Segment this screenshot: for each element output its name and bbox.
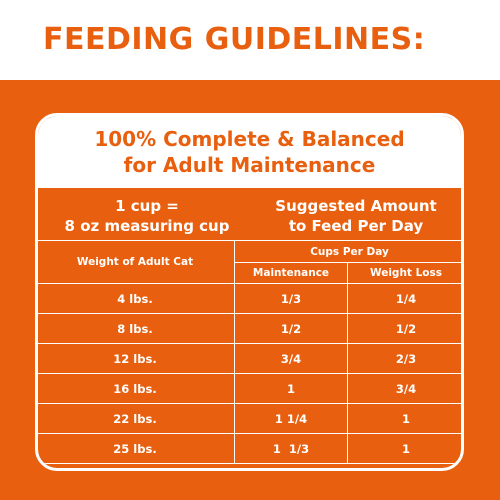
cup-measure-line1: 1 cup = — [115, 197, 179, 215]
feeding-table: Weight of Adult Cat Cups Per Day Mainten… — [38, 240, 461, 464]
weight-column-header: Weight of Adult Cat — [38, 240, 235, 284]
maintenance-cell: 1 — [234, 373, 348, 404]
maintenance-cell: 1/3 — [234, 283, 348, 314]
table-row: 4 lbs. 1/3 1/4 — [38, 283, 461, 314]
heading-band: FEEDING GUIDELINES: — [0, 0, 500, 80]
maintenance-cell: 1/2 — [234, 313, 348, 344]
weight-cell: 25 lbs. — [38, 433, 235, 464]
weight-loss-cell: 2/3 — [346, 343, 461, 374]
table-row: 25 lbs. 1 1/3 1 — [38, 433, 461, 464]
weight-loss-column-header: Weight Loss — [346, 262, 461, 284]
weight-cell: 12 lbs. — [38, 343, 235, 374]
suggested-amount-line1: Suggested Amount — [275, 197, 437, 215]
weight-loss-cell: 1/2 — [346, 313, 461, 344]
card-title-line2: for Adult Maintenance — [123, 153, 376, 177]
maintenance-cell: 1 1/3 — [234, 433, 348, 464]
weight-cell: 4 lbs. — [38, 283, 235, 314]
table-header-row: Weight of Adult Cat Cups Per Day — [38, 240, 461, 284]
table-row: 22 lbs. 1 1/4 1 — [38, 403, 461, 434]
table-row: 12 lbs. 3/4 2/3 — [38, 343, 461, 374]
card-header: 100% Complete & Balanced for Adult Maint… — [38, 116, 461, 188]
feeding-card: 100% Complete & Balanced for Adult Maint… — [35, 113, 464, 471]
table-row: 8 lbs. 1/2 1/2 — [38, 313, 461, 344]
maintenance-cell: 3/4 — [234, 343, 348, 374]
maintenance-cell: 1 1/4 — [234, 403, 348, 434]
weight-cell: 8 lbs. — [38, 313, 235, 344]
weight-loss-cell: 1/4 — [346, 283, 461, 314]
weight-loss-cell: 1 — [346, 403, 461, 434]
cups-per-day-header: Cups Per Day — [233, 240, 461, 263]
card-title-line1: 100% Complete & Balanced — [94, 127, 405, 151]
weight-loss-cell: 3/4 — [346, 373, 461, 404]
suggested-amount-note: Suggested Amount to Feed Per Day — [256, 196, 456, 236]
suggested-amount-line2: to Feed Per Day — [288, 217, 424, 235]
table-row: 16 lbs. 1 3/4 — [38, 373, 461, 404]
weight-cell: 22 lbs. — [38, 403, 235, 434]
maintenance-column-header: Maintenance — [234, 262, 348, 284]
cup-measure-note: 1 cup = 8 oz measuring cup — [42, 196, 252, 236]
weight-loss-cell: 1 — [346, 433, 461, 464]
page-title: FEEDING GUIDELINES: — [43, 22, 426, 57]
cup-measure-line2: 8 oz measuring cup — [64, 217, 230, 235]
weight-cell: 16 lbs. — [38, 373, 235, 404]
